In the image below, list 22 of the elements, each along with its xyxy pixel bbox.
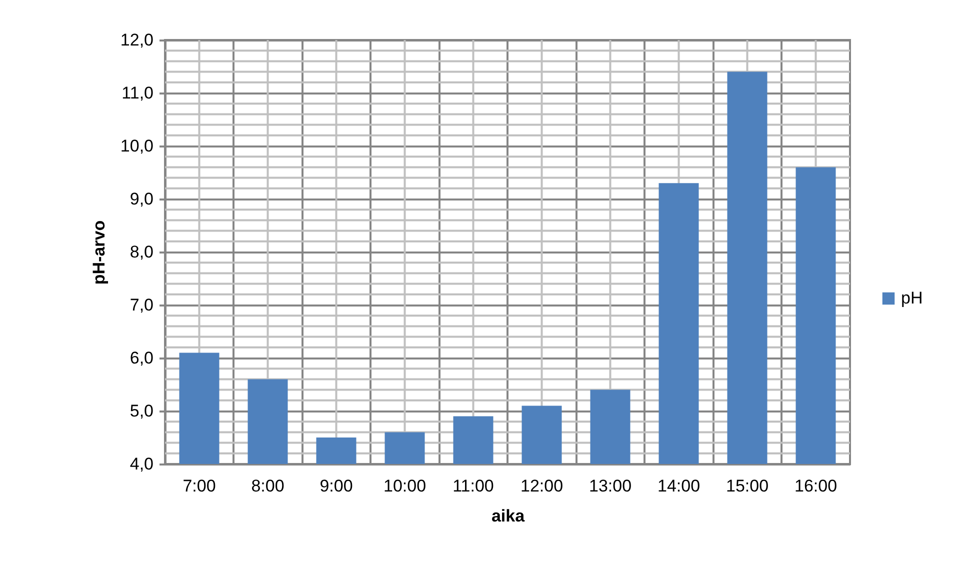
y-tick-label: 9,0	[130, 190, 154, 208]
y-tick-label: 5,0	[130, 402, 154, 420]
x-tick-label: 11:00	[452, 476, 494, 496]
y-tick-label: 4,0	[130, 454, 154, 474]
y-axis-title: pH-arvo	[89, 220, 108, 285]
y-tick-label: 12,0	[120, 30, 154, 50]
y-tick-label: 7,0	[130, 296, 154, 314]
x-tick-label: 14:00	[657, 476, 700, 496]
x-tick-label: 13:00	[588, 476, 632, 496]
y-tick-label: 6,0	[130, 348, 154, 368]
x-tick-label: 9:00	[320, 476, 353, 496]
x-tick-label: 7:00	[182, 476, 216, 496]
x-tick-label: 15:00	[726, 476, 769, 496]
x-axis-title: aika	[491, 506, 526, 526]
y-tick-label: 8,0	[130, 242, 154, 262]
x-tick-label: 8:00	[251, 476, 284, 496]
legend-label: pH	[901, 288, 923, 308]
x-tick-label: 16:00	[794, 476, 838, 496]
y-tick-label: 11,0	[122, 84, 154, 102]
y-tick-label: 10,0	[120, 136, 154, 156]
x-tick-label: 12:00	[520, 476, 564, 496]
x-tick-label: 10:00	[383, 476, 426, 496]
